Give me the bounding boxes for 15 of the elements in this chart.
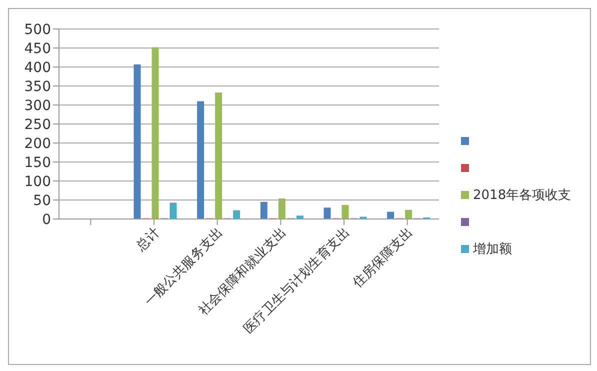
y-tick-label: 450 bbox=[24, 40, 51, 57]
y-tick-label: 0 bbox=[42, 212, 51, 228]
y-tick-label: 200 bbox=[24, 136, 51, 152]
y-tick-label: 50 bbox=[33, 192, 51, 209]
legend-label: 增加额 bbox=[473, 240, 512, 258]
y-tick-label: 350 bbox=[24, 78, 51, 95]
y-tick-label: 250 bbox=[24, 116, 51, 133]
y-tick-label: 150 bbox=[24, 154, 51, 171]
x-tick-label: 住房保障支出 bbox=[348, 224, 416, 292]
x-tick-label: 总计 bbox=[133, 225, 163, 255]
y-tick-label: 100 bbox=[24, 174, 51, 190]
y-tick-label: 300 bbox=[24, 98, 51, 114]
y-tick-label: 400 bbox=[24, 60, 51, 76]
legend-label: 2018年各项收支 bbox=[473, 186, 572, 204]
y-tick-label: 500 bbox=[24, 22, 51, 38]
